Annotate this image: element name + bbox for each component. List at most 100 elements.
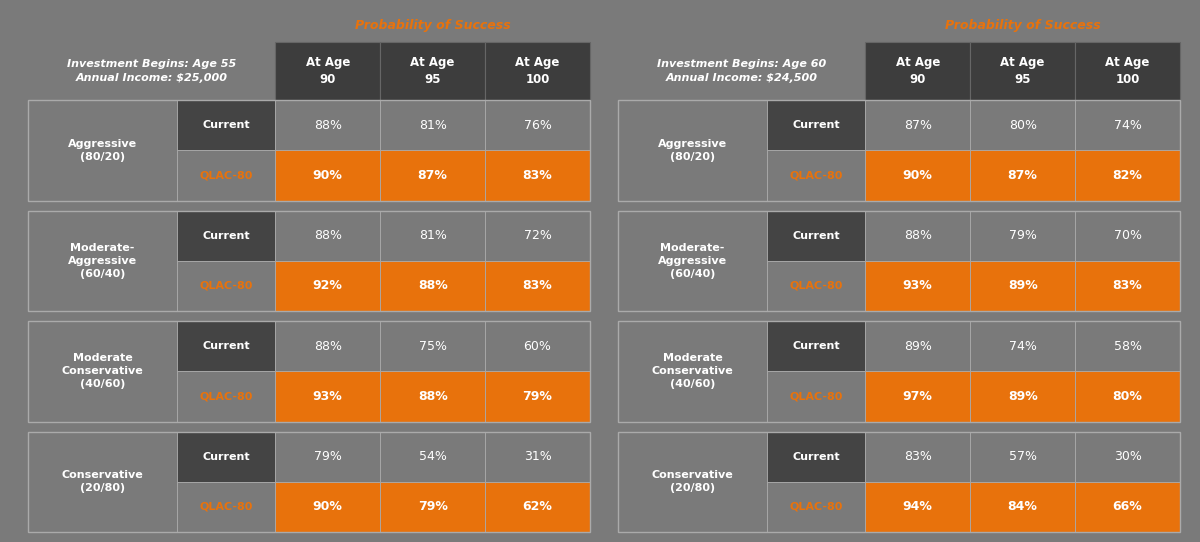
Bar — [176, 482, 275, 532]
Bar — [618, 431, 1180, 532]
Bar — [618, 100, 767, 201]
Bar — [485, 100, 590, 150]
Text: 79%: 79% — [418, 500, 448, 513]
Text: 90%: 90% — [313, 169, 343, 182]
Bar — [176, 431, 275, 482]
Bar — [380, 321, 485, 371]
Text: 88%: 88% — [313, 340, 342, 353]
Text: At Age
90: At Age 90 — [306, 56, 350, 86]
Bar — [275, 261, 380, 311]
Bar — [275, 371, 380, 422]
Text: 83%: 83% — [1112, 279, 1142, 292]
Bar — [1075, 431, 1180, 482]
Bar — [380, 100, 485, 150]
Bar — [970, 321, 1075, 371]
Text: Moderate-
Aggressive
(60/40): Moderate- Aggressive (60/40) — [68, 243, 137, 279]
Bar — [28, 431, 590, 532]
Bar — [970, 431, 1075, 482]
Bar — [767, 100, 865, 150]
Text: QLAC-80: QLAC-80 — [790, 391, 842, 402]
Bar — [485, 321, 590, 371]
Text: 94%: 94% — [902, 500, 932, 513]
Text: 97%: 97% — [902, 390, 932, 403]
Text: 84%: 84% — [1008, 500, 1038, 513]
Bar — [618, 100, 1180, 201]
Text: QLAC-80: QLAC-80 — [199, 170, 253, 180]
Bar — [485, 371, 590, 422]
Text: 79%: 79% — [1009, 229, 1037, 242]
Bar — [618, 321, 767, 422]
Text: Current: Current — [792, 341, 840, 351]
Text: 87%: 87% — [418, 169, 448, 182]
Text: QLAC-80: QLAC-80 — [790, 170, 842, 180]
Bar — [380, 210, 485, 261]
Bar — [380, 261, 485, 311]
Bar — [28, 100, 590, 201]
Bar — [767, 210, 865, 261]
Bar — [176, 371, 275, 422]
Bar — [28, 321, 590, 422]
Text: Investment Begins: Age 55
Annual Income: $25,000: Investment Begins: Age 55 Annual Income:… — [67, 59, 236, 83]
Text: 83%: 83% — [904, 450, 931, 463]
Text: 76%: 76% — [523, 119, 552, 132]
Text: 89%: 89% — [1008, 390, 1038, 403]
Text: Current: Current — [792, 120, 840, 130]
Text: 80%: 80% — [1112, 390, 1142, 403]
Text: Moderate
Conservative
(40/60): Moderate Conservative (40/60) — [61, 353, 143, 389]
Bar — [865, 210, 970, 261]
Text: 82%: 82% — [1112, 169, 1142, 182]
Text: QLAC-80: QLAC-80 — [199, 391, 253, 402]
Bar — [28, 210, 176, 311]
Text: Current: Current — [203, 231, 250, 241]
Text: Moderate-
Aggressive
(60/40): Moderate- Aggressive (60/40) — [658, 243, 727, 279]
Text: Aggressive
(80/20): Aggressive (80/20) — [68, 139, 137, 162]
Text: 83%: 83% — [523, 169, 552, 182]
Bar — [618, 321, 1180, 422]
Text: 58%: 58% — [1114, 340, 1141, 353]
Bar — [970, 100, 1075, 150]
Text: 87%: 87% — [904, 119, 931, 132]
Text: 31%: 31% — [523, 450, 552, 463]
Text: 93%: 93% — [313, 390, 343, 403]
Bar — [865, 431, 970, 482]
Text: Probability of Success: Probability of Success — [355, 19, 510, 32]
Bar — [380, 42, 485, 100]
Bar — [865, 42, 970, 100]
Bar — [865, 321, 970, 371]
Text: Current: Current — [203, 120, 250, 130]
Bar — [176, 100, 275, 150]
Text: At Age
100: At Age 100 — [515, 56, 559, 86]
Text: 89%: 89% — [1008, 279, 1038, 292]
Text: At Age
100: At Age 100 — [1105, 56, 1150, 86]
Bar — [970, 261, 1075, 311]
Bar — [275, 100, 380, 150]
Text: Aggressive
(80/20): Aggressive (80/20) — [658, 139, 727, 162]
Text: 88%: 88% — [313, 229, 342, 242]
Text: 88%: 88% — [418, 279, 448, 292]
Bar — [970, 42, 1075, 100]
Text: 88%: 88% — [418, 390, 448, 403]
Bar — [865, 371, 970, 422]
Bar — [485, 210, 590, 261]
Bar — [275, 42, 380, 100]
Text: 81%: 81% — [419, 119, 446, 132]
Text: Conservative
(20/80): Conservative (20/80) — [61, 470, 143, 493]
Bar — [380, 431, 485, 482]
Bar — [618, 210, 767, 311]
Text: 79%: 79% — [313, 450, 342, 463]
Bar — [176, 150, 275, 201]
Bar — [275, 150, 380, 201]
Text: 92%: 92% — [313, 279, 343, 292]
Bar — [1075, 261, 1180, 311]
Bar — [176, 261, 275, 311]
Text: At Age
90: At Age 90 — [895, 56, 940, 86]
Bar — [618, 431, 767, 532]
Text: 75%: 75% — [419, 340, 446, 353]
Text: 87%: 87% — [1008, 169, 1038, 182]
Text: Current: Current — [203, 341, 250, 351]
Bar — [767, 482, 865, 532]
Text: 88%: 88% — [904, 229, 931, 242]
Text: 93%: 93% — [902, 279, 932, 292]
Text: 74%: 74% — [1009, 340, 1037, 353]
Bar — [618, 210, 1180, 311]
